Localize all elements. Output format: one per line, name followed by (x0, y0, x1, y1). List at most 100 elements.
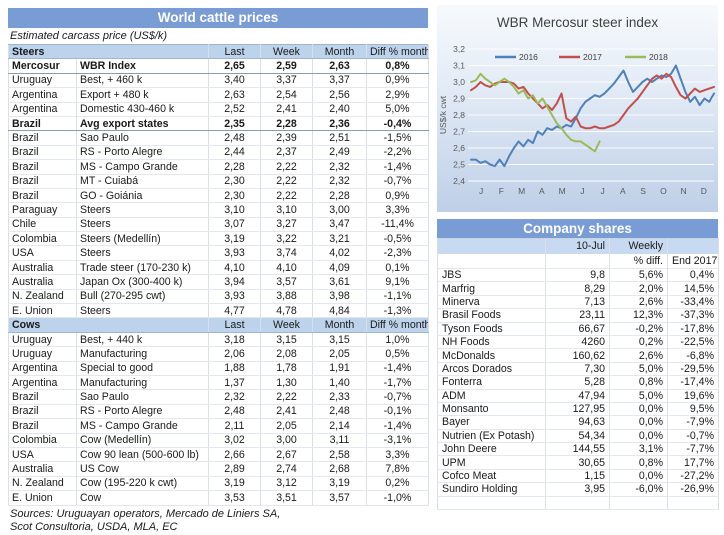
month-cell: 3,15 (312, 331, 367, 348)
world-cattle-prices-panel: World cattle prices Estimated carcass pr… (8, 8, 429, 534)
company-row: Sundiro Holding 3,95 -6,0% -26,9% (437, 482, 719, 497)
series-2016-line (470, 64, 715, 168)
legend-label-2017: 2017 (583, 52, 602, 62)
last-cell: 3,19 (208, 231, 261, 247)
company-name-cell: UPM (437, 455, 546, 470)
item-cell: Best, + 460 k (76, 72, 209, 89)
month-cell: 2,05 (312, 346, 367, 362)
cattle-prices-table: Steers Last Week Month Diff % month Mercosur W… (8, 43, 429, 506)
month-cell: 3,21 (312, 231, 367, 247)
item-cell: Special to good (76, 360, 209, 376)
price-cell: 3,95 (545, 482, 610, 497)
end-2017-cell: 17,7% (667, 455, 719, 470)
week-cell: 4,10 (260, 259, 313, 276)
month-cell: 3,19 (312, 475, 367, 492)
empty-cell (667, 495, 719, 511)
end-2017-cell: -29,5% (667, 361, 719, 377)
end-2017-cell: 19,6% (667, 388, 719, 403)
last-cell: 3,93 (208, 288, 261, 305)
month-cell: 2,36 (312, 115, 367, 132)
diff-month-cell: 0,1% (366, 259, 429, 276)
chart-title: WBR Mercosur steer index (496, 15, 659, 30)
company-row: Fonterra 5,28 0,8% -17,4% (437, 375, 719, 390)
company-header-row-2: % diff. End 2017 (437, 253, 719, 269)
country-cell: Brazil (8, 115, 77, 132)
country-cell: Brazil (8, 418, 77, 434)
country-cell: N. Zealand (8, 475, 77, 492)
section-header-row: Cows Last Week Month Diff % month (8, 317, 429, 333)
diff-month-cell: 9,1% (366, 274, 429, 290)
week-cell: 2,22 (260, 187, 313, 204)
company-row: Cofco Meat 1,15 0,0% -27,2% (437, 468, 719, 484)
company-row: Brasil Foods 23,11 12,3% -37,3% (437, 308, 719, 323)
section-header-row: Steers Last Week Month Diff % month (8, 43, 429, 60)
column-header: Last (208, 317, 261, 333)
x-tick-label: J (580, 186, 584, 196)
price-row: Argentina Manufacturing 1,37 1,30 1,40 -1,7% (8, 374, 429, 391)
weekly-diff-cell: 0,8% (609, 375, 668, 390)
diff-month-cell: 0,5% (366, 346, 429, 362)
item-cell: Bull (270-295 cwt) (76, 288, 209, 305)
last-cell: 2,65 (208, 58, 261, 74)
weekly-diff-cell: 12,3% (609, 308, 668, 323)
item-cell: Steers (76, 216, 209, 233)
column-header: Last (208, 43, 261, 60)
item-cell: Manufacturing (76, 346, 209, 362)
price-row: Brazil MS - Campo Grande 2,11 2,05 2,14 -1,4% (8, 418, 429, 434)
column-header: Month (312, 317, 367, 333)
last-cell: 3,93 (208, 245, 261, 261)
week-cell: 3,10 (260, 202, 313, 218)
company-name-cell: ADM (437, 388, 546, 403)
week-cell: 3,74 (260, 245, 313, 261)
company-name-cell: Tyson Foods (437, 321, 546, 336)
company-row: McDonalds 160,62 2,6% -6,8% (437, 348, 719, 363)
item-cell: MS - Campo Grande (76, 159, 209, 175)
end-2017-cell: -37,3% (667, 308, 719, 323)
month-cell: 2,32 (312, 173, 367, 189)
y-tick-label: 2,5 (453, 160, 465, 170)
item-cell: Japan Ox (300-400 k) (76, 274, 209, 290)
last-cell: 2,35 (208, 115, 261, 132)
month-cell: 2,32 (312, 159, 367, 175)
weekly-diff-cell: 0,0% (609, 415, 668, 430)
country-cell: Brazil (8, 159, 77, 175)
price-cell: 9,8 (545, 267, 610, 283)
week-cell: 2,22 (260, 389, 313, 405)
country-cell: Argentina (8, 101, 77, 117)
last-cell: 2,66 (208, 446, 261, 463)
item-cell: US Cow (76, 461, 209, 477)
item-cell: MT - Cuiabá (76, 173, 209, 189)
diff-month-cell: -1,3% (366, 303, 429, 319)
last-cell: 2,89 (208, 461, 261, 477)
company-name-cell: John Deere (437, 442, 546, 457)
y-tick-label: 2,7 (453, 127, 465, 137)
y-tick-label: 3,0 (453, 77, 465, 87)
sources-line-1: Sources: Uruguayan operators, Mercado de… (10, 507, 281, 520)
weekly-diff-cell: 5,6% (609, 267, 668, 283)
country-cell: Australia (8, 259, 77, 276)
diff-month-cell: -1,4% (366, 360, 429, 376)
item-cell: Cow (Medellín) (76, 432, 209, 448)
month-cell: 4,02 (312, 245, 367, 261)
week-cell: 3,12 (260, 475, 313, 492)
month-cell: 2,40 (312, 101, 367, 117)
week-cell: 3,37 (260, 72, 313, 89)
week-cell: 3,51 (260, 490, 313, 506)
diff-month-cell: -11,4% (366, 216, 429, 233)
x-tick-label: M (518, 186, 525, 196)
x-tick-label: D (701, 186, 707, 196)
company-name-cell: Monsanto (437, 401, 546, 417)
x-tick-label: F (499, 186, 504, 196)
weekly-diff-cell: -6,0% (609, 482, 668, 497)
price-row: N. Zealand Cow (195-220 k cwt) 3,19 3,12 3,1… (8, 475, 429, 492)
month-cell: 1,40 (312, 374, 367, 391)
price-row: Australia Trade steer (170-230 k) 4,10 4,10… (8, 259, 429, 276)
end-2017-cell: 14,5% (667, 281, 719, 296)
x-tick-label: O (660, 186, 667, 196)
end-2017-cell: -26,9% (667, 482, 719, 497)
last-cell: 3,40 (208, 72, 261, 89)
month-cell: 2,49 (312, 144, 367, 161)
company-row: Minerva 7,13 2,6% -33,4% (437, 294, 719, 310)
company-name-cell: Brasil Foods (437, 308, 546, 323)
